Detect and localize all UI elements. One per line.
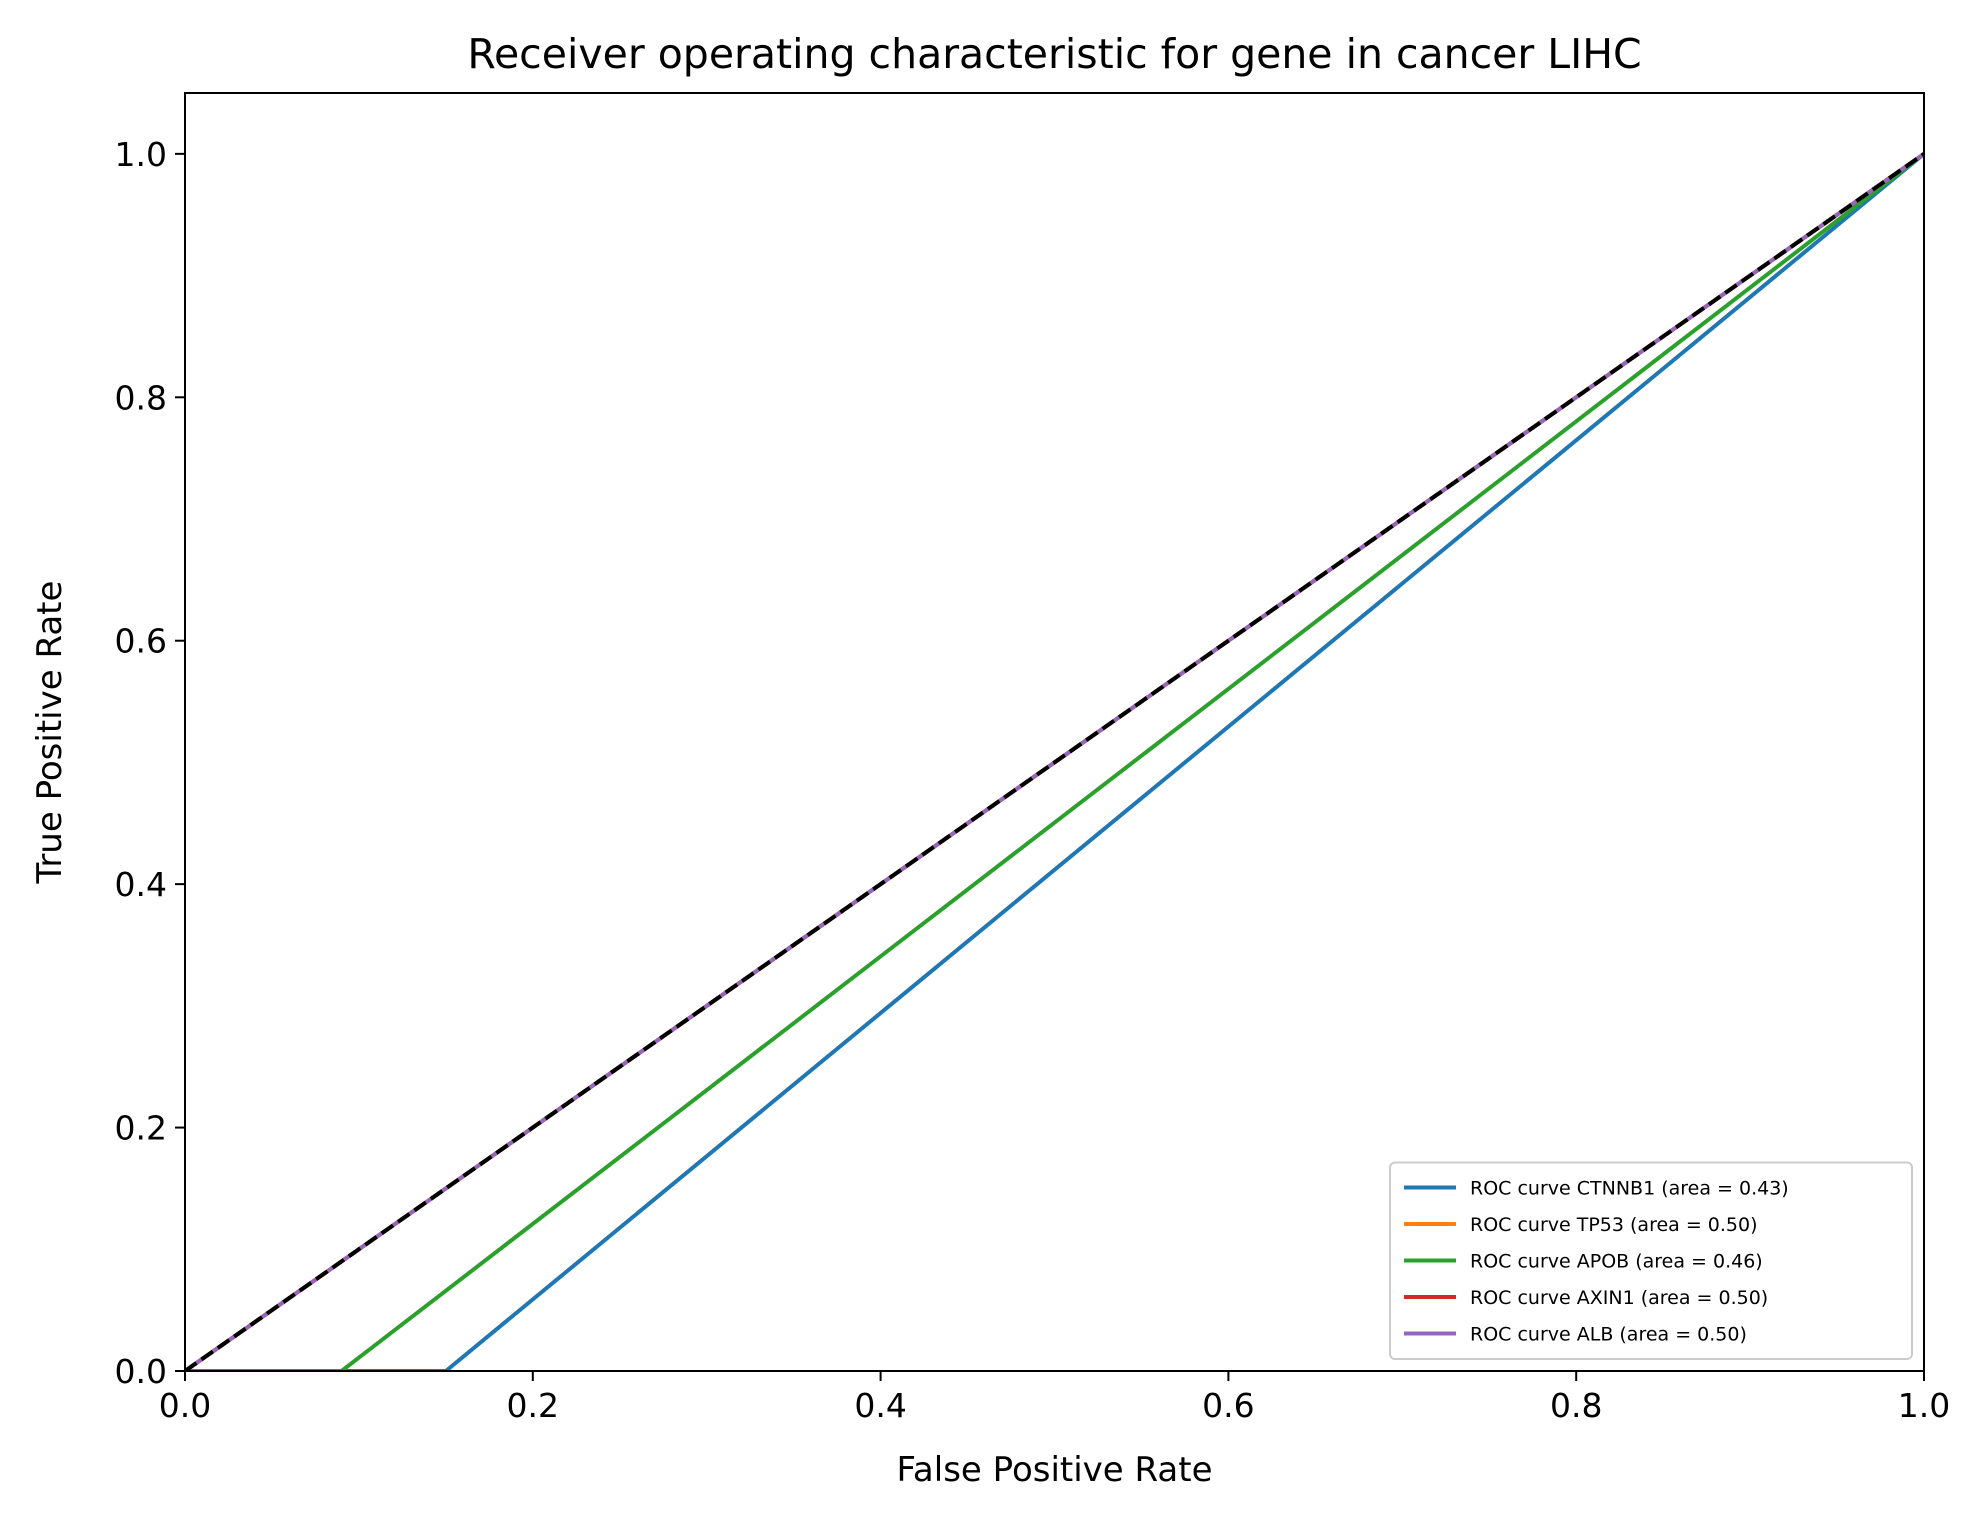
x-tick-label: 0.4	[854, 1386, 906, 1425]
series-line-1	[185, 152, 1924, 1371]
y-tick-label: 0.0	[115, 1352, 167, 1391]
legend-entry: ROC curve TP53 (area = 0.50)	[1470, 1214, 1758, 1236]
series-line-3	[185, 152, 1924, 1371]
y-tick-label: 0.6	[115, 622, 167, 661]
y-tick-label: 0.8	[115, 378, 167, 417]
x-axis-title: False Positive Rate	[897, 1450, 1213, 1490]
legend-entry: ROC curve ALB (area = 0.50)	[1470, 1324, 1747, 1346]
plot-frame	[184, 92, 1925, 1372]
legend-entry: ROC curve AXIN1 (area = 0.50)	[1470, 1287, 1768, 1309]
x-tick-label: 0.6	[1202, 1386, 1254, 1425]
y-axis-title: True Positive Rate	[30, 581, 70, 885]
x-tick-label: 0.2	[507, 1386, 559, 1425]
x-tick-label: 1.0	[1898, 1386, 1950, 1425]
legend-box	[1389, 1161, 1913, 1360]
y-tick-label: 0.2	[115, 1109, 167, 1148]
chart-title: Receiver operating characteristic for ge…	[467, 30, 1641, 78]
y-tick-label: 1.0	[115, 135, 167, 174]
reference-diagonal-line	[185, 152, 1924, 1371]
legend-entry: ROC curve CTNNB1 (area = 0.43)	[1470, 1178, 1789, 1200]
legend-entry: ROC curve APOB (area = 0.46)	[1470, 1251, 1763, 1273]
x-axis: 0.0 0.2 0.4 0.6 0.8 1.0	[159, 1371, 1950, 1425]
x-tick-label: 0.8	[1550, 1386, 1602, 1425]
series-layer	[185, 152, 1924, 1371]
y-axis: 0.0 0.2 0.4 0.6 0.8 1.0	[115, 135, 185, 1391]
x-tick-label: 0.0	[159, 1386, 211, 1425]
y-tick-label: 0.4	[115, 865, 167, 904]
legend: ROC curve CTNNB1 (area = 0.43) ROC curve …	[1389, 1161, 1913, 1360]
